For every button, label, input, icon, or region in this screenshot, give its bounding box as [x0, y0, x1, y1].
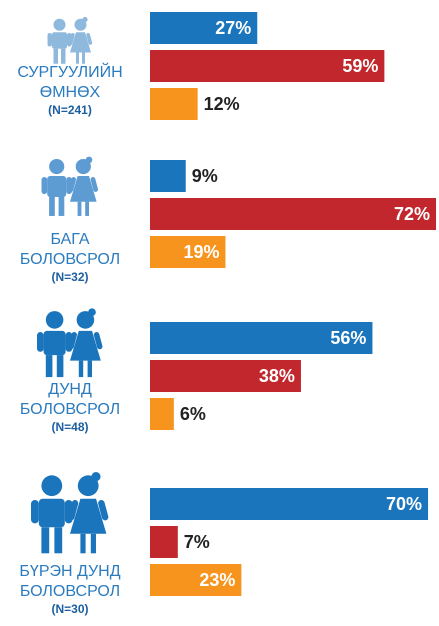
bar	[150, 198, 436, 230]
value-label: 59%	[342, 56, 378, 76]
girl-leg	[80, 533, 86, 554]
category-label: БАГА	[50, 231, 89, 248]
value-label: 38%	[259, 366, 295, 386]
kids-icon	[41, 156, 99, 216]
girl-arm	[98, 500, 109, 521]
boy-head	[49, 158, 65, 175]
girl-arm	[86, 33, 93, 45]
category-label: БОЛОВСРОЛ	[20, 583, 120, 600]
value-label: 70%	[386, 494, 422, 514]
girl-leg	[76, 52, 79, 64]
category-label: ӨМНӨХ	[40, 84, 101, 101]
boy-head	[41, 475, 63, 497]
category-label: БОЛОВСРОЛ	[20, 401, 120, 418]
bar	[150, 526, 178, 558]
boy-body	[38, 498, 65, 528]
sample-size: (N=48)	[51, 420, 88, 434]
girl-arm	[93, 332, 103, 350]
girl-leg	[87, 360, 92, 378]
girl-dress	[70, 32, 91, 53]
girl-bun	[85, 156, 93, 164]
girl-dress	[70, 330, 101, 361]
value-label: 27%	[215, 18, 251, 38]
girl-leg	[82, 52, 85, 64]
girl-arm	[68, 33, 75, 45]
boy-arm	[41, 177, 48, 195]
value-label: 12%	[204, 94, 240, 114]
girl-head	[74, 18, 87, 31]
boy-head	[45, 311, 64, 329]
bar	[150, 564, 242, 596]
kids-icon	[47, 16, 93, 64]
boy-body	[43, 330, 66, 356]
girl-head	[75, 158, 91, 175]
girl-leg	[78, 360, 84, 378]
boy-leg	[54, 527, 63, 554]
kids-icon	[31, 472, 109, 554]
girl-arm	[90, 177, 99, 192]
category-label: СУРГУУЛИЙН	[17, 62, 122, 81]
boy-arm	[31, 500, 39, 524]
girl-arm	[68, 177, 77, 192]
girl-leg	[77, 201, 82, 216]
girl-bun	[82, 16, 88, 23]
category-label: ДУНД	[48, 381, 92, 398]
bar	[150, 398, 174, 430]
boy-body	[47, 176, 67, 197]
sample-size: (N=30)	[51, 602, 88, 616]
value-label: 6%	[180, 404, 206, 424]
boy-body	[52, 32, 67, 49]
sample-size: (N=32)	[51, 270, 88, 284]
boy-leg	[49, 196, 55, 216]
bar	[150, 322, 373, 354]
value-label: 72%	[394, 204, 430, 224]
boy-leg	[61, 48, 66, 64]
boy-leg	[45, 355, 53, 378]
bar	[150, 160, 186, 192]
girl-head	[77, 475, 99, 497]
girl-bun	[91, 472, 101, 482]
bar	[150, 12, 258, 44]
boy-leg	[41, 527, 50, 554]
girl-dress	[70, 498, 107, 534]
girl-arm	[68, 332, 77, 350]
bar	[150, 50, 385, 82]
boy-arm	[47, 33, 52, 47]
bar	[150, 360, 301, 392]
value-label: 19%	[183, 242, 219, 262]
girl-arm	[68, 500, 79, 521]
boy-arm	[37, 332, 44, 352]
value-label: 7%	[184, 532, 210, 552]
boy-leg	[56, 355, 64, 378]
kids-icon	[37, 308, 103, 378]
value-label: 23%	[199, 570, 235, 590]
girl-head	[76, 311, 95, 329]
category-label: БҮРЭН ДУНД	[19, 563, 120, 580]
bar	[150, 236, 226, 268]
boy-head	[53, 18, 66, 31]
girl-leg	[85, 201, 89, 216]
boy-leg	[58, 196, 65, 216]
sample-size: (N=241)	[48, 103, 92, 117]
value-label: 56%	[330, 328, 366, 348]
value-label: 9%	[192, 166, 218, 186]
girl-leg	[90, 533, 96, 554]
girl-bun	[88, 308, 96, 317]
category-label: БОЛОВСРОЛ	[20, 251, 120, 268]
bar	[150, 88, 198, 120]
bar	[150, 488, 429, 520]
girl-dress	[70, 176, 97, 202]
boy-leg	[53, 48, 58, 64]
